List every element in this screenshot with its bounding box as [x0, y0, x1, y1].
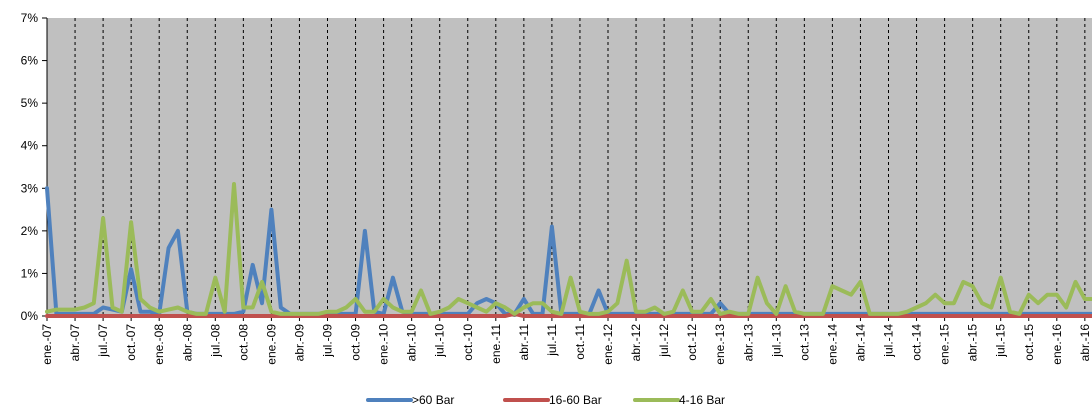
- x-tick-label: ene.-07: [40, 324, 54, 365]
- x-tick-label: jul.-07: [96, 324, 110, 358]
- y-tick-label: 7%: [21, 11, 39, 25]
- x-tick-label: oct.-14: [910, 324, 924, 361]
- y-tick-label: 6%: [21, 54, 39, 68]
- x-tick-label: jul.-08: [208, 324, 222, 358]
- x-tick-label: oct.-07: [124, 324, 138, 361]
- x-tick-label: abr.-09: [292, 324, 306, 362]
- series-lines: [45, 182, 1092, 318]
- x-tick-label: abr.-16: [1078, 324, 1092, 362]
- x-tick-label: jul.-11: [545, 324, 559, 357]
- x-tick-label: ene.-15: [938, 324, 952, 365]
- y-tick-label: 1%: [21, 266, 39, 280]
- legend: >60 Bar 16-60 Bar 4-16 Bar: [366, 393, 725, 407]
- x-tick-label: jul.-14: [882, 324, 896, 358]
- y-tick-label: 5%: [21, 96, 39, 110]
- x-tick-label: jul.-09: [321, 324, 335, 358]
- x-tick-label: jul.-15: [994, 324, 1008, 358]
- x-tick-label: ene.-12: [601, 324, 615, 365]
- x-tick-label: ene.-16: [1050, 324, 1064, 365]
- series-line-2: [45, 182, 1092, 316]
- x-tick-label: abr.-15: [966, 324, 980, 362]
- x-tick-label: abr.-14: [853, 324, 867, 362]
- y-tick-label: 3%: [21, 181, 39, 195]
- x-tick-label: ene.-11: [489, 324, 503, 364]
- series-line-1: [45, 311, 1092, 318]
- x-tick-label: ene.-10: [377, 324, 391, 365]
- x-tick-label: jul.-12: [657, 324, 671, 358]
- x-tick-label: oct.-15: [1022, 324, 1036, 361]
- legend-label: >60 Bar: [412, 393, 454, 407]
- x-tick-label: abr.-11: [517, 324, 531, 361]
- x-tick-label: oct.-08: [236, 324, 250, 361]
- y-tick-label: 0%: [21, 309, 39, 323]
- y-tick-label: 4%: [21, 139, 39, 153]
- y-tick-label: 2%: [21, 224, 39, 238]
- x-tick-label: ene.-08: [152, 324, 166, 365]
- legend-label: 4-16 Bar: [679, 393, 725, 407]
- x-axis: ene.-07 abr.-07 jul.-07 oct.-07 ene.-08 abr.-…: [40, 315, 1092, 365]
- legend-label: 16-60 Bar: [549, 393, 602, 407]
- x-tick-label: ene.-14: [825, 324, 839, 365]
- x-tick-label: oct.-13: [797, 324, 811, 361]
- y-axis: 0% 1% 2% 3% 4% 5% 6% 7%: [21, 11, 48, 323]
- plot-area: [47, 18, 1092, 316]
- x-tick-label: oct.-09: [349, 324, 363, 361]
- x-tick-label: ene.-13: [713, 324, 727, 365]
- x-tick-label: oct.-11: [573, 324, 587, 360]
- x-tick-label: ene.-09: [264, 324, 278, 365]
- x-tick-label: abr.-07: [68, 324, 82, 362]
- x-tick-label: jul.-10: [433, 324, 447, 358]
- x-tick-label: oct.-12: [685, 324, 699, 361]
- x-tick-label: jul.-13: [769, 324, 783, 358]
- x-tick-label: abr.-12: [629, 324, 643, 362]
- x-tick-label: abr.-08: [180, 324, 194, 362]
- x-tick-label: abr.-10: [405, 324, 419, 362]
- x-tick-label: abr.-13: [741, 324, 755, 362]
- x-tick-label: oct.-10: [461, 324, 475, 361]
- grid-lines: [74, 18, 1086, 316]
